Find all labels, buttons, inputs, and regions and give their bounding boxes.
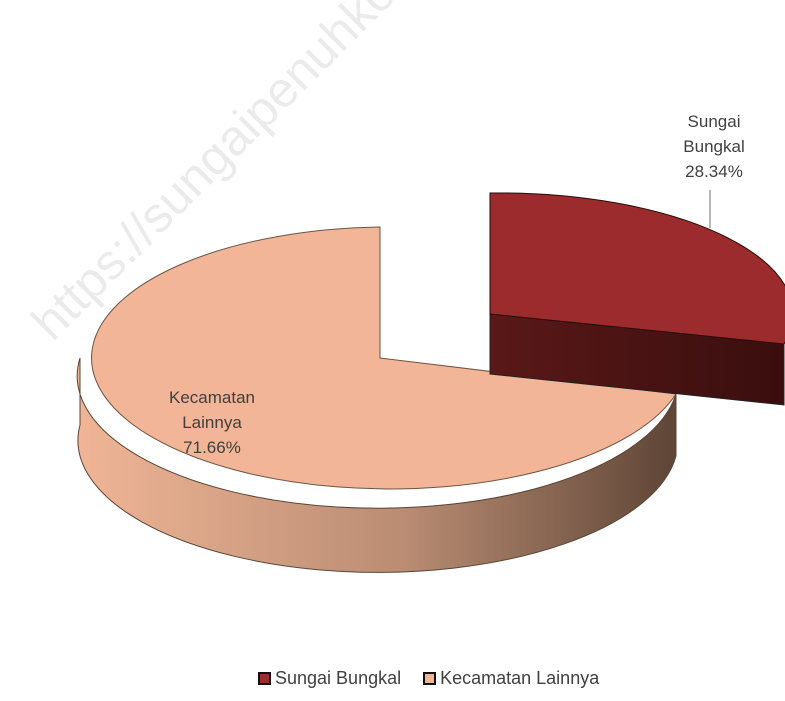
slice-kecamatan-lainnya-top	[91, 226, 677, 490]
legend-item-kecamatan-lainnya: Kecamatan Lainnya	[423, 668, 599, 689]
legend-swatch-sungai-bungkal	[258, 672, 271, 685]
label-kecamatan-line1: Kecamatan	[169, 388, 255, 407]
legend-label-sungai-bungkal: Sungai Bungkal	[275, 668, 402, 688]
legend-label-kecamatan-lainnya: Kecamatan Lainnya	[440, 668, 600, 688]
label-kecamatan-line2: Lainnya	[182, 413, 242, 432]
label-sungai-line1: Sungai	[688, 112, 741, 131]
legend-item-sungai-bungkal: Sungai Bungkal	[258, 668, 401, 689]
slice-sungai-bungkal-top	[489, 192, 785, 345]
legend-swatch-kecamatan-lainnya	[423, 672, 437, 685]
legend: Sungai Bungkal Kecamatan Lainnya	[258, 668, 621, 689]
label-sungai-line2: Bungkal	[683, 137, 744, 156]
label-kecamatan-pct: 71.66%	[183, 438, 241, 457]
slice-kecamatan-lainnya-side	[76, 357, 677, 573]
label-sungai-pct: 28.34%	[685, 162, 743, 181]
